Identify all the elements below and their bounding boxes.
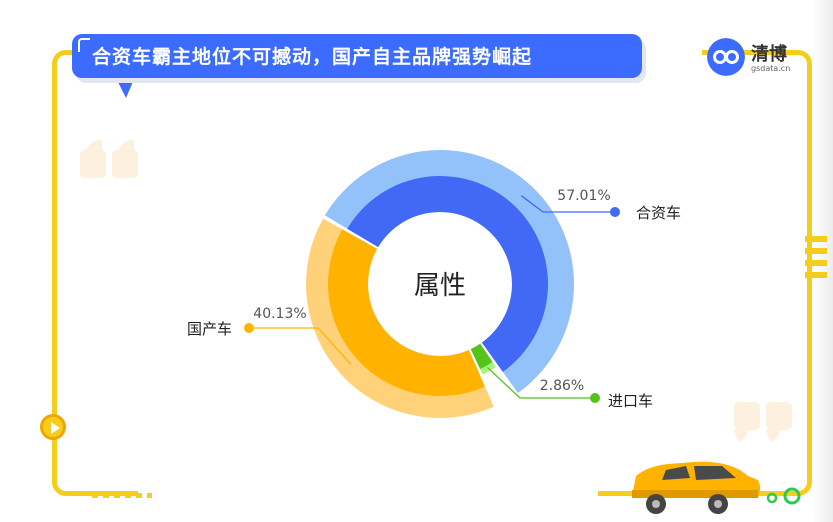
- category-label: 合资车: [636, 204, 681, 222]
- side-decoration: [805, 236, 827, 280]
- brand-url: gsdata.cn: [751, 64, 791, 73]
- quote-open-icon: [80, 140, 138, 178]
- category-label: 国产车: [187, 320, 232, 338]
- leader-dot: [590, 393, 600, 403]
- category-label: 进口车: [608, 392, 653, 410]
- car-icon: [632, 461, 760, 514]
- leader-dot: [244, 323, 254, 333]
- title-bracket-decoration: [78, 38, 90, 52]
- play-icon[interactable]: [40, 414, 66, 440]
- pie-slice-0[interactable]: [347, 176, 548, 372]
- leader-line: [252, 327, 352, 366]
- frame-gap: [642, 48, 702, 56]
- decorative-dot: [766, 492, 778, 504]
- data-label: 57.01%: [557, 188, 610, 204]
- title-banner: [72, 34, 642, 78]
- data-label: 2.86%: [540, 378, 584, 394]
- data-label: 40.13%: [253, 306, 306, 322]
- leader-line: [520, 195, 612, 213]
- leader-dot: [610, 207, 620, 217]
- logo-icon: [707, 38, 745, 76]
- leader-line: [486, 366, 592, 399]
- quote-close-icon: [734, 402, 792, 442]
- pie-slice-2[interactable]: [327, 229, 485, 397]
- page-title: 合资车霸主地位不可撼动，国产自主品牌强势崛起: [92, 46, 533, 68]
- center-label: 属性: [414, 271, 466, 301]
- decorative-dots: [92, 493, 152, 498]
- frame-gap: [138, 488, 598, 500]
- decorative-dot: [783, 487, 801, 505]
- brand-name: 清博: [751, 44, 787, 65]
- pie-slice-1[interactable]: [470, 343, 493, 370]
